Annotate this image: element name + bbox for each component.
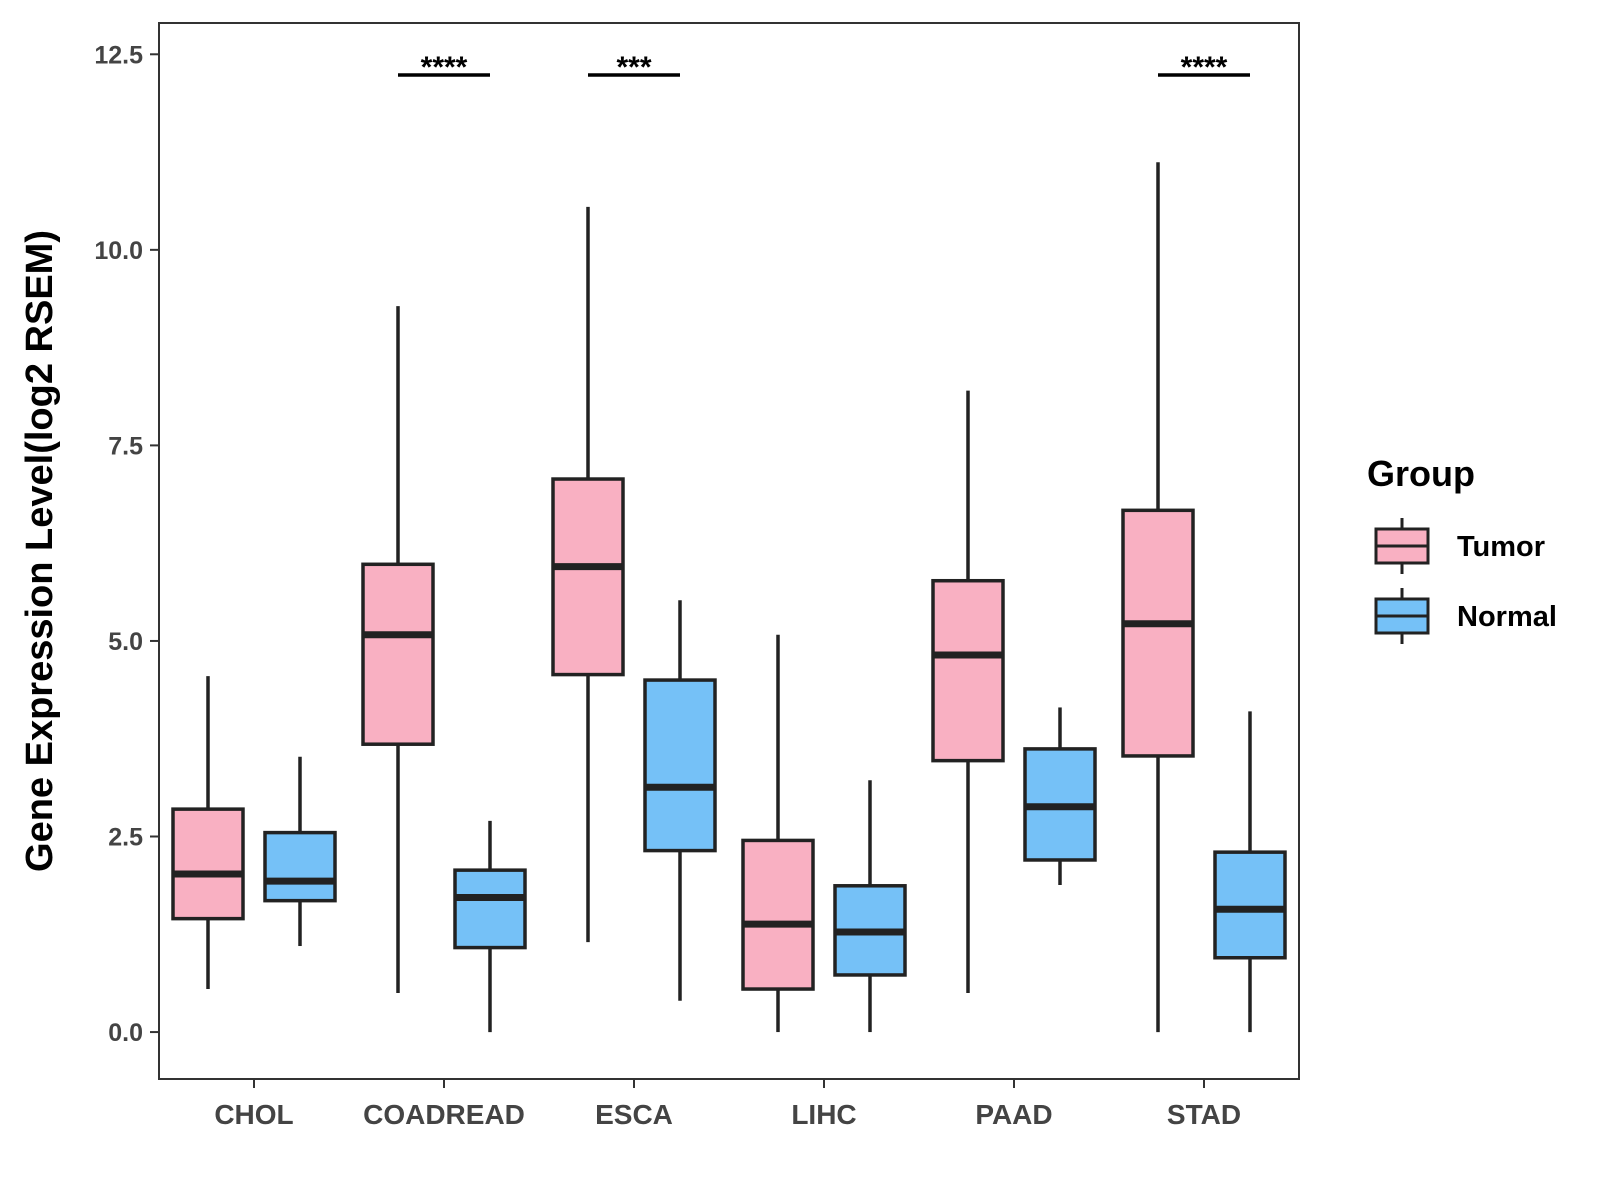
significance-layer: **** *** **** xyxy=(398,51,1250,84)
legend-items: Tumor Normal xyxy=(1374,518,1557,644)
x-tick-label: COADREAD xyxy=(363,1099,525,1130)
y-axis: 0.0 2.5 5.0 7.5 10.0 12.5 xyxy=(94,41,159,1047)
y-tick-label: 10.0 xyxy=(94,237,143,265)
normal-box-paad xyxy=(1023,707,1097,886)
x-tick-label: PAAD xyxy=(975,1099,1052,1130)
x-tick-label: ESCA xyxy=(595,1099,673,1130)
tumor-box-coadread xyxy=(361,306,435,993)
box-body xyxy=(643,678,717,853)
x-tick-label: STAD xyxy=(1167,1099,1241,1130)
legend-label: Normal xyxy=(1457,601,1557,633)
box-body xyxy=(263,830,337,903)
tumor-box-lihc xyxy=(741,634,815,1033)
box-body xyxy=(453,868,527,950)
normal-box-coadread xyxy=(453,820,527,1033)
legend-item-tumor: Tumor xyxy=(1374,518,1545,574)
legend-item-normal: Normal xyxy=(1374,588,1557,644)
tumor-box-paad xyxy=(931,390,1005,993)
tumor-box-esca xyxy=(551,206,625,943)
x-tick-label: CHOL xyxy=(214,1099,293,1130)
box-body xyxy=(171,807,245,921)
tumor-box-chol xyxy=(171,676,245,990)
legend-label: Tumor xyxy=(1457,531,1545,563)
box-body xyxy=(741,838,815,991)
x-tick-label: LIHC xyxy=(791,1099,856,1130)
box-body xyxy=(1121,508,1195,758)
y-tick-label: 0.0 xyxy=(108,1019,143,1047)
box-body xyxy=(361,562,435,746)
box-body xyxy=(551,477,625,677)
tumor-box-stad xyxy=(1121,162,1195,1033)
y-tick-label: 7.5 xyxy=(108,432,143,460)
normal-box-stad xyxy=(1213,711,1287,1033)
box-body xyxy=(1213,850,1287,960)
y-tick-label: 12.5 xyxy=(94,41,143,69)
significance-label: **** xyxy=(421,51,468,84)
legend: Group Tumor Normal xyxy=(1367,453,1557,644)
significance-label: *** xyxy=(616,51,651,84)
x-axis: CHOL COADREAD ESCA LIHC PAAD STAD xyxy=(214,1079,1241,1130)
normal-box-lihc xyxy=(833,780,907,1033)
legend-title: Group xyxy=(1367,453,1475,494)
significance-label: **** xyxy=(1181,51,1228,84)
normal-box-esca xyxy=(643,600,717,1001)
y-tick-label: 5.0 xyxy=(108,628,143,656)
plot-panel xyxy=(158,22,1300,1080)
normal-box-chol xyxy=(263,756,337,947)
boxes-layer xyxy=(171,162,1287,1033)
y-tick-label: 2.5 xyxy=(108,824,143,852)
y-axis-label: Gene Expression Level(log2 RSEM) xyxy=(19,230,61,872)
box-body xyxy=(931,578,1005,763)
